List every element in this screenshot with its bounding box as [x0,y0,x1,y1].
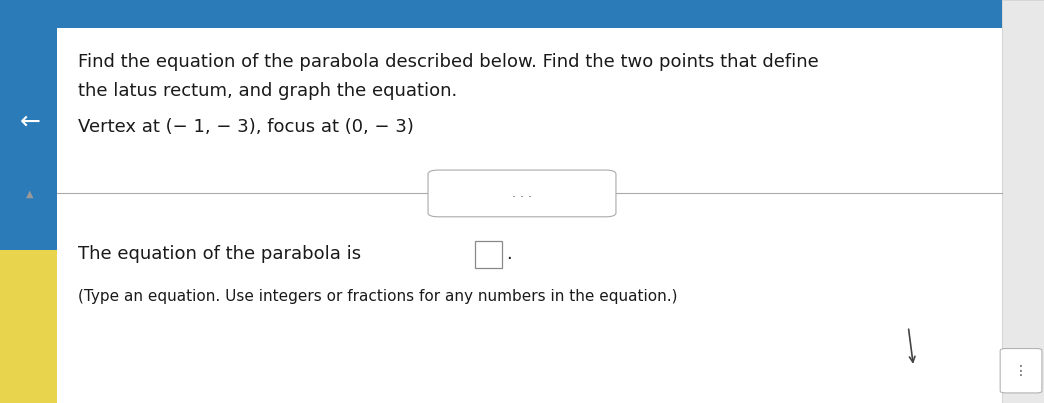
FancyBboxPatch shape [0,250,57,403]
FancyBboxPatch shape [0,0,57,403]
FancyBboxPatch shape [428,170,616,217]
Text: the latus rectum, and graph the equation.: the latus rectum, and graph the equation… [78,82,457,100]
Text: ⋮: ⋮ [1014,364,1028,378]
FancyBboxPatch shape [1002,0,1044,403]
FancyBboxPatch shape [57,0,1002,403]
Text: The equation of the parabola is: The equation of the parabola is [78,245,361,263]
Text: (Type an equation. Use integers or fractions for any numbers in the equation.): (Type an equation. Use integers or fract… [78,289,678,304]
FancyBboxPatch shape [57,0,1002,28]
Text: $\leftarrow$: $\leftarrow$ [15,109,42,133]
FancyBboxPatch shape [1000,349,1042,393]
Text: ▲: ▲ [25,189,33,198]
Text: .: . [506,245,513,263]
Text: Find the equation of the parabola described below. Find the two points that defi: Find the equation of the parabola descri… [78,54,820,71]
Text: Vertex at (− 1, − 3), focus at (0, − 3): Vertex at (− 1, − 3), focus at (0, − 3) [78,118,414,136]
Text: . . .: . . . [512,187,532,200]
FancyBboxPatch shape [475,241,502,268]
